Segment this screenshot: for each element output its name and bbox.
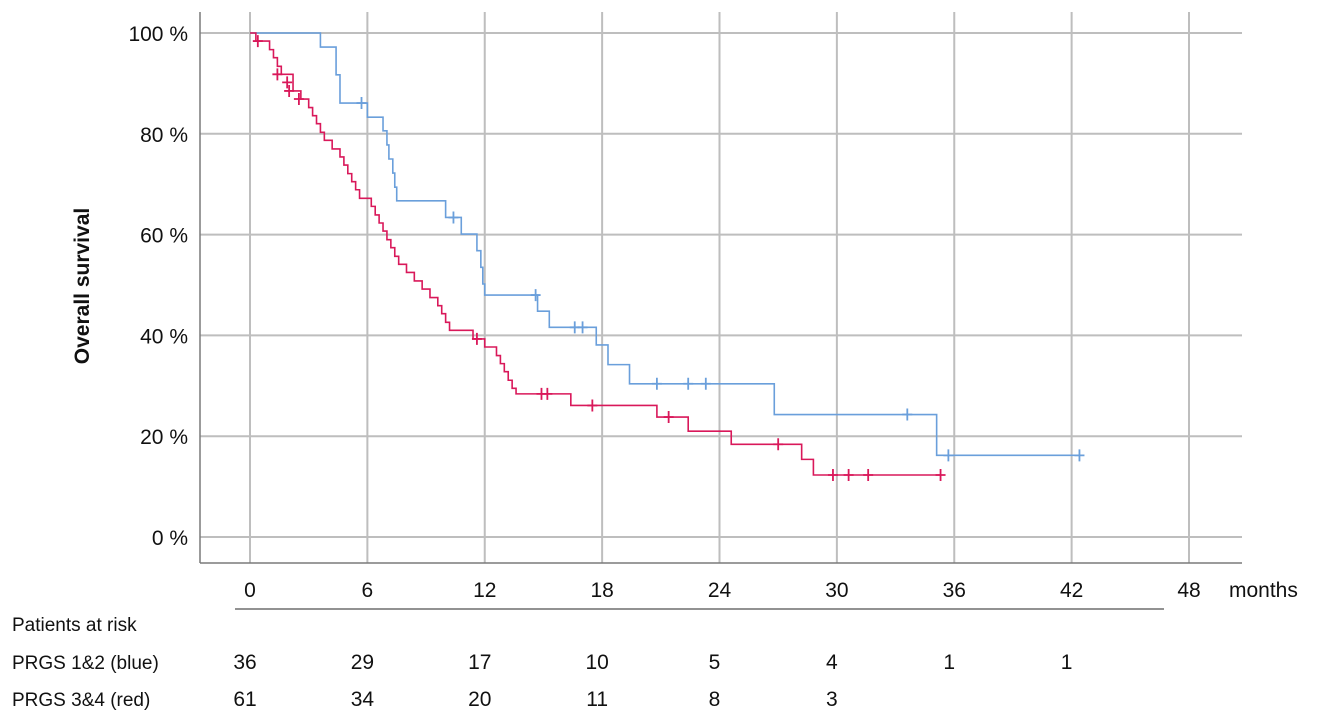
censor-mark bbox=[700, 377, 711, 390]
risk-count: 5 bbox=[708, 651, 721, 674]
censor-mark bbox=[577, 321, 588, 334]
censor-mark bbox=[935, 469, 946, 482]
y-tick-labels: 0 % 20 % 40 % 60 % 80 % 100 % bbox=[128, 23, 188, 550]
censor-mark bbox=[902, 408, 913, 421]
censor-mark bbox=[663, 411, 674, 424]
censor-mark bbox=[773, 438, 784, 451]
risk-count: 1 bbox=[1060, 651, 1073, 674]
censor-mark bbox=[471, 332, 482, 345]
censor-mark bbox=[863, 469, 874, 482]
x-tick-label: 6 bbox=[362, 579, 374, 602]
censor-mark bbox=[843, 469, 854, 482]
y-tick-label: 100 % bbox=[128, 23, 188, 46]
y-axis-label: Overall survival bbox=[71, 208, 94, 364]
x-axis-unit: months bbox=[1229, 579, 1298, 602]
y-tick-label: 20 % bbox=[140, 426, 188, 449]
censor-mark bbox=[542, 387, 553, 400]
y-tick-label: 80 % bbox=[140, 124, 188, 147]
censor-mark bbox=[683, 377, 694, 390]
x-tick-label: 24 bbox=[708, 579, 732, 602]
risk-count: 61 bbox=[233, 688, 257, 711]
y-tick-label: 60 % bbox=[140, 225, 188, 248]
grid-lines bbox=[200, 12, 1242, 563]
censor-mark bbox=[827, 469, 838, 482]
risk-row-label-blue: PRGS 1&2 (blue) bbox=[12, 653, 159, 674]
axes bbox=[199, 12, 1242, 564]
survival-curves bbox=[250, 32, 1085, 482]
x-tick-labels: 0 6 12 18 24 30 36 42 48 bbox=[244, 579, 1201, 602]
x-tick-label: 30 bbox=[825, 579, 848, 602]
blue-survival-curve bbox=[250, 32, 1080, 457]
censor-mark bbox=[530, 289, 541, 302]
risk-count: 11 bbox=[586, 688, 609, 711]
x-tick-label: 18 bbox=[590, 579, 613, 602]
censor-mark bbox=[356, 97, 367, 110]
x-tick-label: 48 bbox=[1177, 579, 1200, 602]
risk-count: 20 bbox=[468, 688, 492, 711]
risk-table-title: Patients at risk bbox=[12, 615, 137, 636]
censor-mark bbox=[448, 211, 459, 224]
y-tick-label: 0 % bbox=[152, 527, 188, 550]
censor-mark bbox=[1074, 449, 1085, 462]
risk-count: 3 bbox=[826, 688, 838, 711]
risk-count: 10 bbox=[585, 651, 609, 674]
y-tick-label: 40 % bbox=[140, 325, 188, 348]
censor-mark bbox=[284, 84, 295, 97]
risk-row-label-red: PRGS 3&4 (red) bbox=[12, 690, 151, 711]
x-tick-label: 0 bbox=[244, 579, 256, 602]
risk-count: 36 bbox=[233, 651, 257, 674]
censor-mark bbox=[282, 76, 293, 89]
risk-count: 17 bbox=[468, 651, 492, 674]
censor-mark bbox=[293, 93, 304, 106]
risk-count: 29 bbox=[350, 651, 375, 674]
risk-count: 1 bbox=[943, 651, 956, 674]
risk-count: 8 bbox=[708, 688, 721, 711]
censor-mark bbox=[587, 399, 598, 412]
risk-count: 4 bbox=[826, 651, 838, 674]
censor-mark bbox=[252, 35, 263, 48]
red-survival-curve bbox=[250, 32, 941, 476]
censor-mark bbox=[651, 377, 662, 390]
x-tick-label: 36 bbox=[943, 579, 966, 602]
x-tick-label: 12 bbox=[473, 579, 496, 602]
censor-mark bbox=[943, 449, 954, 462]
risk-count: 34 bbox=[350, 688, 375, 711]
x-tick-label: 42 bbox=[1060, 579, 1083, 602]
censor-mark bbox=[272, 68, 283, 81]
